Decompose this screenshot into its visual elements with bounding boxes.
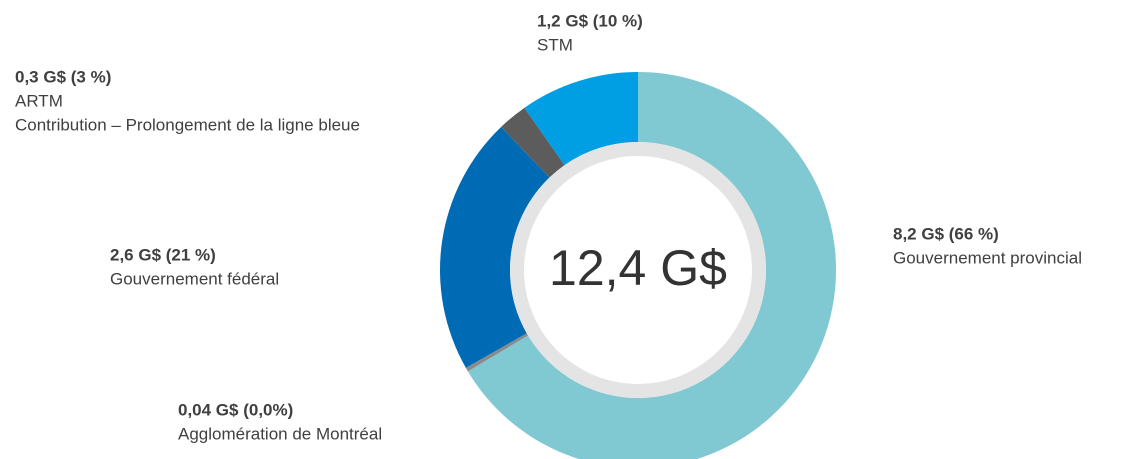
center-label: 12,4 G$ [549, 240, 727, 296]
value-label: 0,04 G$ (0,0%) [178, 400, 293, 419]
donut-segment [467, 72, 836, 459]
category-label: Agglomération de Montréal [178, 424, 382, 443]
value-label: 2,6 G$ (21 %) [110, 245, 216, 264]
category-label: ARTM [15, 91, 63, 110]
donut-segment [501, 107, 565, 178]
annotation: Contribution – Prolongement de la ligne … [15, 115, 360, 134]
inner-hole [524, 156, 752, 384]
category-label: Gouvernement fédéral [110, 269, 279, 288]
donut-segment [465, 333, 529, 372]
category-label: STM [537, 35, 573, 54]
donut-segment [524, 72, 638, 166]
value-label: 0,3 G$ (3 %) [15, 67, 111, 86]
value-label: 8,2 G$ (66 %) [893, 224, 999, 243]
category-label: Gouvernement provincial [893, 248, 1082, 267]
value-label: 1,2 G$ (10 %) [537, 11, 643, 30]
donut-segment [440, 126, 550, 368]
